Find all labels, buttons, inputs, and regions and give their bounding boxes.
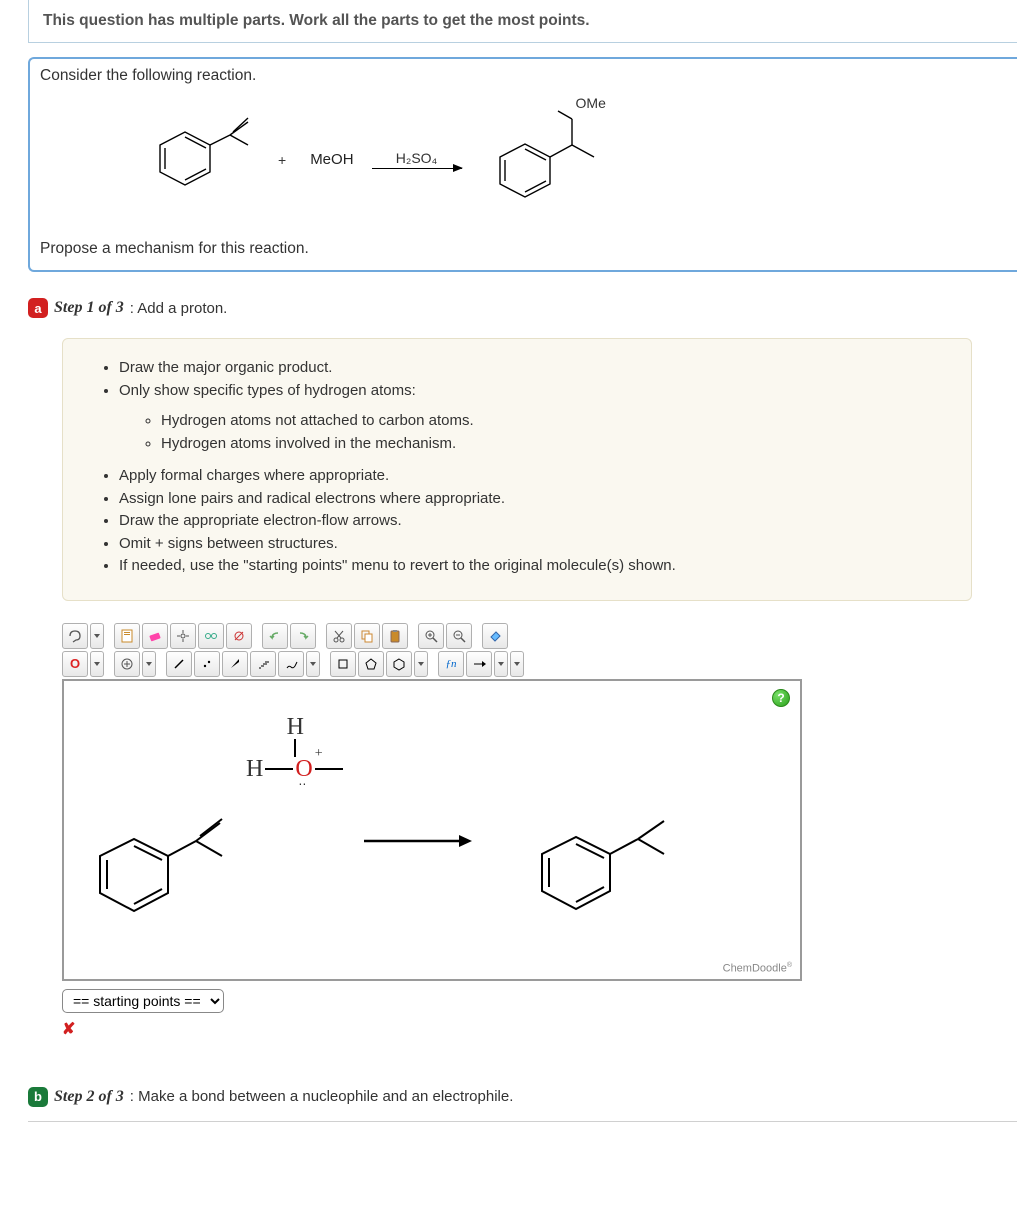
toolbar-row-2: O ƒn [62,651,802,677]
consider-box: Consider the following reaction. + [28,57,1017,272]
copy-icon[interactable] [354,623,380,649]
instructions-sublist: Hydrogen atoms not attached to carbon at… [119,410,951,455]
paste-icon[interactable] [382,623,408,649]
step-b-badge: b [28,1087,48,1107]
step-a-desc: : Add a proton. [130,300,228,317]
document-icon[interactable] [114,623,140,649]
instr-item: Assign lone pairs and radical electrons … [119,488,951,511]
instr-item: Draw the appropriate electron-flow arrow… [119,510,951,533]
instr-item: If needed, use the "starting points" men… [119,555,951,578]
chem-canvas[interactable]: ? H H O + ‥ [62,679,802,981]
h3o-plus: + [315,747,323,761]
lone-pair-icon[interactable] [194,651,220,677]
instr-item: Apply formal charges where appropriate. [119,465,951,488]
reaction-arrow-group: H₂SO₄ [372,150,462,169]
toolbar-row-1 [62,623,802,649]
propose-text: Propose a mechanism for this reaction. [40,240,1005,258]
canvas-reaction-arrow[interactable] [364,831,474,851]
view1-icon[interactable] [198,623,224,649]
reaction-arrow [372,168,462,169]
reaction-row: + MeOH H₂SO₄ [40,91,1005,232]
lasso-tool-icon[interactable] [62,623,88,649]
instr-subitem: Hydrogen atoms involved in the mechanism… [161,433,951,456]
zoom-out-icon[interactable] [446,623,472,649]
center-icon[interactable] [170,623,196,649]
instructions-box: Draw the major organic product. Only sho… [62,338,972,601]
undo-icon[interactable] [262,623,288,649]
instr-item: Only show specific types of hydrogen ato… [119,380,951,403]
step-b-desc: : Make a bond between a nucleophile and … [130,1088,514,1105]
plus-sign: + [278,152,286,168]
condition-label: H₂SO₄ [396,150,438,166]
product-structure [480,97,620,217]
ring5-icon[interactable] [358,651,384,677]
arrow-tool-icon[interactable] [466,651,492,677]
ome-label: OMe [576,95,606,111]
element-O-button[interactable]: O [62,651,88,677]
arrow-dropdown[interactable] [494,651,508,677]
lasso-dropdown[interactable] [90,623,104,649]
h3o-H-left: H [246,757,263,781]
redo-icon[interactable] [290,623,316,649]
reactant-structure [130,110,260,210]
bond-dropdown[interactable] [306,651,320,677]
hash-bond-icon[interactable] [250,651,276,677]
instr-item: Draw the major organic product. [119,357,951,380]
cut-icon[interactable] [326,623,352,649]
step-b-label: Step 2 of 3 [54,1088,124,1106]
canvas-product-right[interactable] [514,799,694,929]
starting-points-select[interactable]: == starting points == [62,989,224,1013]
canvas-reactant-left[interactable] [72,801,242,931]
extra-dropdown[interactable] [510,651,524,677]
step-a-label: Step 1 of 3 [54,299,124,317]
charge-plus-icon[interactable] [114,651,140,677]
incorrect-x-icon: ✘ [62,1019,802,1039]
multipart-header: This question has multiple parts. Work a… [28,0,1017,43]
meoh-label: MeOH [310,151,353,168]
fn-icon[interactable]: ƒn [438,651,464,677]
ring6-icon[interactable] [386,651,412,677]
view2-icon[interactable] [226,623,252,649]
single-bond-icon[interactable] [166,651,192,677]
h3o-H-top: H [287,714,304,740]
step-a-badge: a [28,298,48,318]
step-b-divider [28,1121,1017,1122]
fill-icon[interactable] [482,623,508,649]
element-dropdown[interactable] [90,651,104,677]
ring-dropdown[interactable] [414,651,428,677]
ring4-icon[interactable] [330,651,356,677]
h3o-structure[interactable]: H H O + ‥ [246,715,345,781]
instr-item: Omit + signs between structures. [119,533,951,556]
zoom-in-icon[interactable] [418,623,444,649]
consider-intro: Consider the following reaction. [40,67,1005,85]
help-icon[interactable]: ? [772,689,790,707]
charge-dropdown[interactable] [142,651,156,677]
multipart-header-text: This question has multiple parts. Work a… [43,12,1003,30]
step-a-row: a Step 1 of 3 : Add a proton. [28,298,1017,318]
instr-subitem: Hydrogen atoms not attached to carbon at… [161,410,951,433]
editor-wrap: O ƒn ? [62,623,802,1039]
instructions-list: Draw the major organic product. Only sho… [85,357,951,578]
eraser-icon[interactable] [142,623,168,649]
chemdoodle-brand: ChemDoodle® [723,962,792,975]
wavy-bond-icon[interactable] [278,651,304,677]
step-b-row: b Step 2 of 3 : Make a bond between a nu… [28,1087,1017,1107]
wedge-bond-icon[interactable] [222,651,248,677]
